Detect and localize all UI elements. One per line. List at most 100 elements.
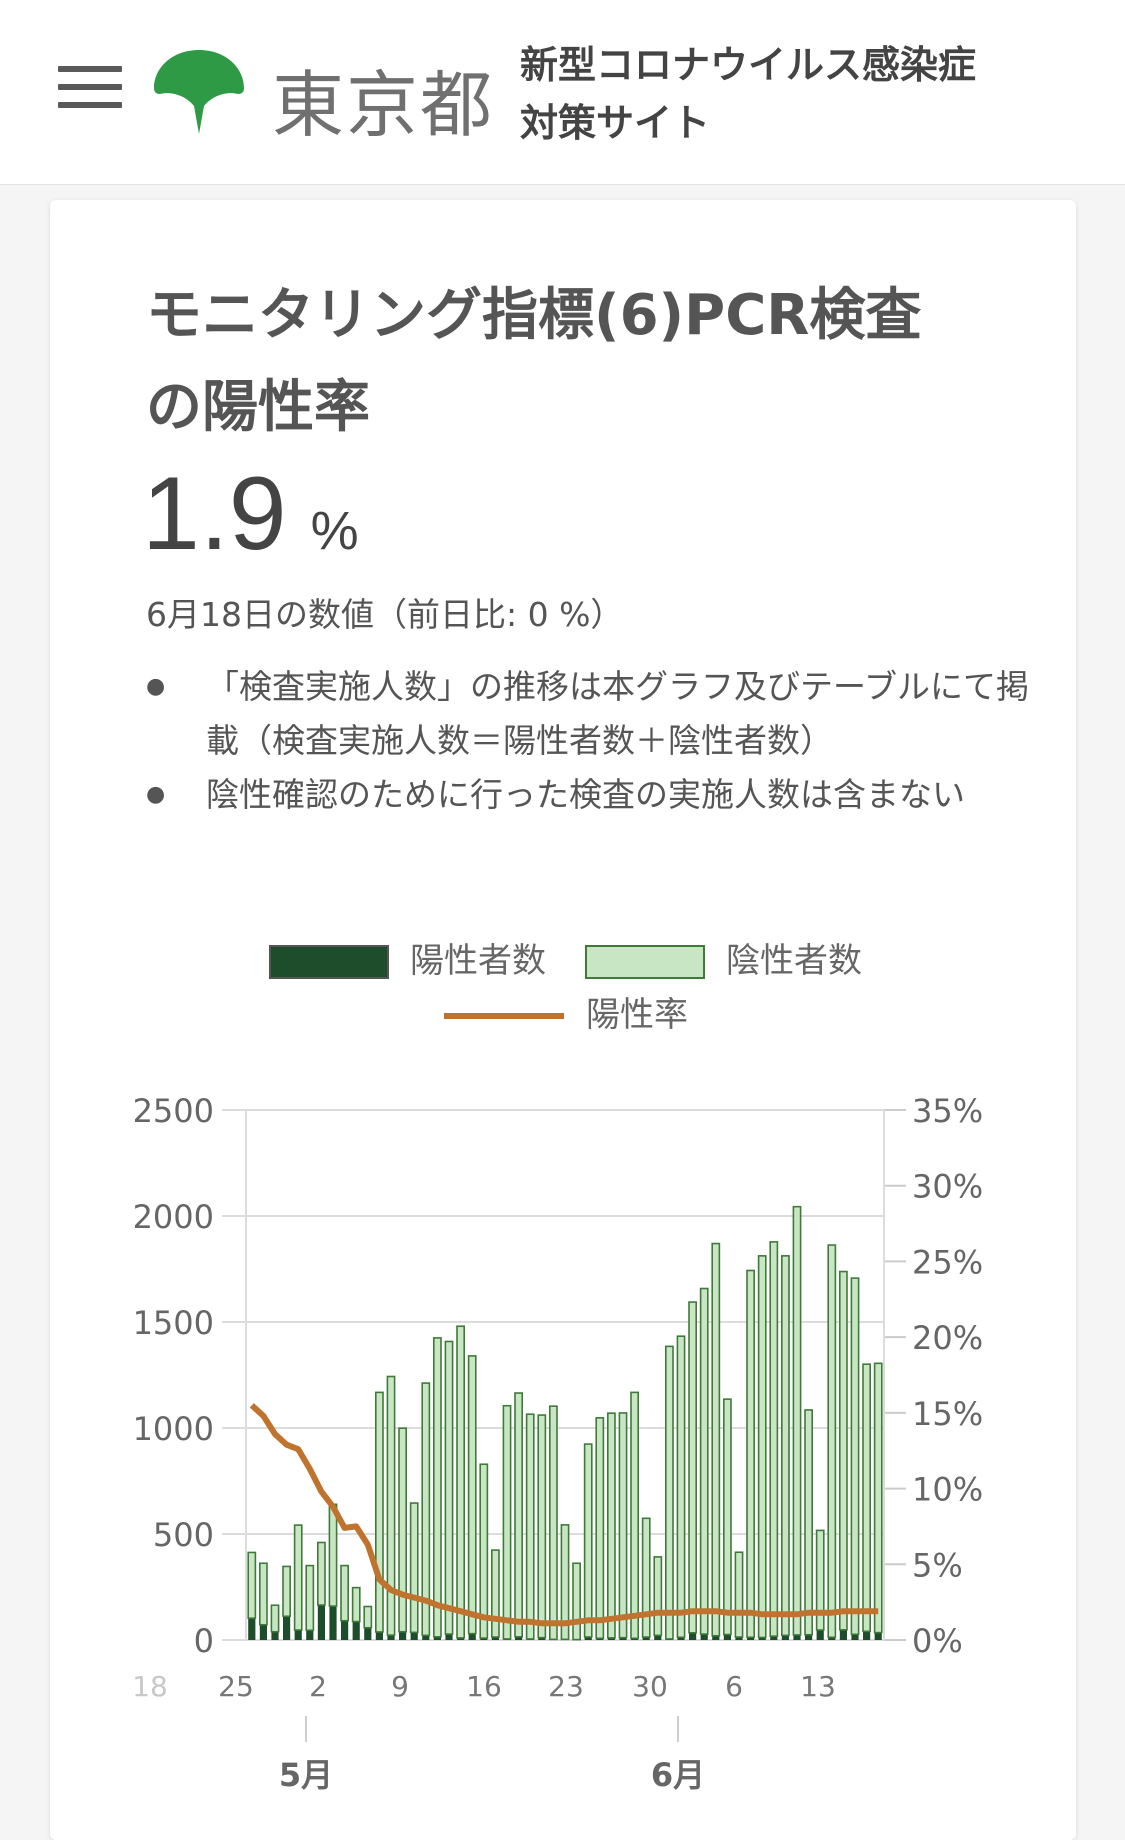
bar-positive [341,1621,348,1640]
bar-negative [863,1364,870,1631]
bar-negative [515,1393,522,1637]
bar-positive [353,1622,360,1640]
bar-negative [445,1342,452,1635]
bar-negative [341,1566,348,1621]
legend-swatch-positive [270,946,388,978]
legend-label-rate: 陽性率 [586,995,688,1035]
legend-label-negative: 陰性者数 [726,941,862,981]
bar-positive [689,1633,696,1640]
bar-negative [503,1406,510,1639]
x-tick-label: 6 [725,1670,743,1703]
bar-negative [527,1414,534,1639]
bar-negative [631,1392,638,1638]
bar-negative [538,1415,545,1638]
bar-negative [283,1566,290,1616]
x-tick-label: 9 [391,1670,409,1703]
bar-negative [643,1518,650,1637]
bar-positive [875,1633,882,1640]
y-right-tick-label: 0% [912,1622,963,1660]
bar-negative [480,1464,487,1638]
month-label: 6月 [651,1756,705,1794]
bar-negative [782,1256,789,1635]
bar-negative [399,1428,406,1632]
bar-negative [457,1326,464,1638]
x-tick-label: 25 [218,1670,254,1703]
bar-negative [295,1525,302,1630]
bar-negative [411,1503,418,1632]
legend-label-positive: 陽性者数 [410,941,546,981]
bar-negative [353,1588,360,1622]
bar-positive [271,1632,278,1640]
x-tick-label: 16 [466,1670,502,1703]
bar-negative [793,1207,800,1635]
y-right-tick-label: 15% [912,1395,983,1433]
bar-positive [260,1625,267,1640]
bar-negative [805,1410,812,1635]
bar-negative [434,1338,441,1637]
bar-negative [759,1256,766,1638]
bar-negative [364,1607,371,1628]
bar-negative [828,1245,835,1637]
bar-negative [712,1244,719,1636]
bar-negative [851,1278,858,1634]
bar-negative [306,1566,313,1631]
bar-negative [666,1346,673,1639]
bar-positive [376,1632,383,1640]
bar-negative [248,1552,255,1618]
bar-positive [283,1616,290,1640]
bar-negative [724,1399,731,1634]
y-right-tick-label: 25% [912,1243,983,1281]
bar-negative [619,1413,626,1638]
legend-swatch-negative [586,946,704,978]
bar-negative [654,1557,661,1635]
bar-negative [747,1270,754,1637]
y-right-tick-label: 30% [912,1168,983,1206]
x-tick-label: 30 [632,1670,668,1703]
bar-negative [318,1542,325,1605]
bar-negative [376,1392,383,1632]
y-left-tick-label: 0 [194,1622,214,1660]
bar-negative [329,1504,336,1606]
bar-negative [585,1444,592,1637]
x-tick-label: 23 [548,1670,584,1703]
bar-positive [411,1632,418,1640]
bar-negative [701,1289,708,1635]
y-left-tick-label: 1500 [133,1304,214,1342]
bar-negative [573,1563,580,1639]
bar-negative [735,1552,742,1637]
bar-positive [840,1630,847,1640]
bar-positive [851,1634,858,1640]
y-right-tick-label: 35% [912,1092,983,1130]
y-left-tick-label: 2500 [133,1092,214,1130]
y-left-tick-label: 2000 [133,1198,214,1236]
bar-negative [840,1272,847,1630]
x-tick-label: 2 [309,1670,327,1703]
bar-positive [445,1634,452,1640]
bar-positive [364,1628,371,1640]
bar-positive [329,1606,336,1640]
bar-positive [724,1634,731,1640]
bar-negative [260,1563,267,1624]
y-right-tick-label: 10% [912,1471,983,1509]
bar-positive [295,1630,302,1640]
bar-negative [608,1413,615,1638]
bar-negative [677,1336,684,1637]
bar-negative [689,1302,696,1633]
bar-positive [248,1618,255,1640]
x-tick-label: 18 [132,1670,168,1703]
bar-positive [318,1605,325,1640]
x-tick-label: 13 [800,1670,836,1703]
bar-positive [306,1630,313,1640]
bar-negative [492,1550,499,1637]
y-left-tick-label: 500 [153,1516,214,1554]
bar-positive [863,1631,870,1640]
y-left-tick-label: 1000 [133,1410,214,1448]
bar-negative [271,1605,278,1632]
bar-negative [875,1363,882,1632]
y-right-tick-label: 5% [912,1546,963,1584]
bar-positive [817,1630,824,1640]
bar-negative [550,1406,557,1639]
bar-negative [596,1418,603,1638]
bar-positive [399,1632,406,1640]
